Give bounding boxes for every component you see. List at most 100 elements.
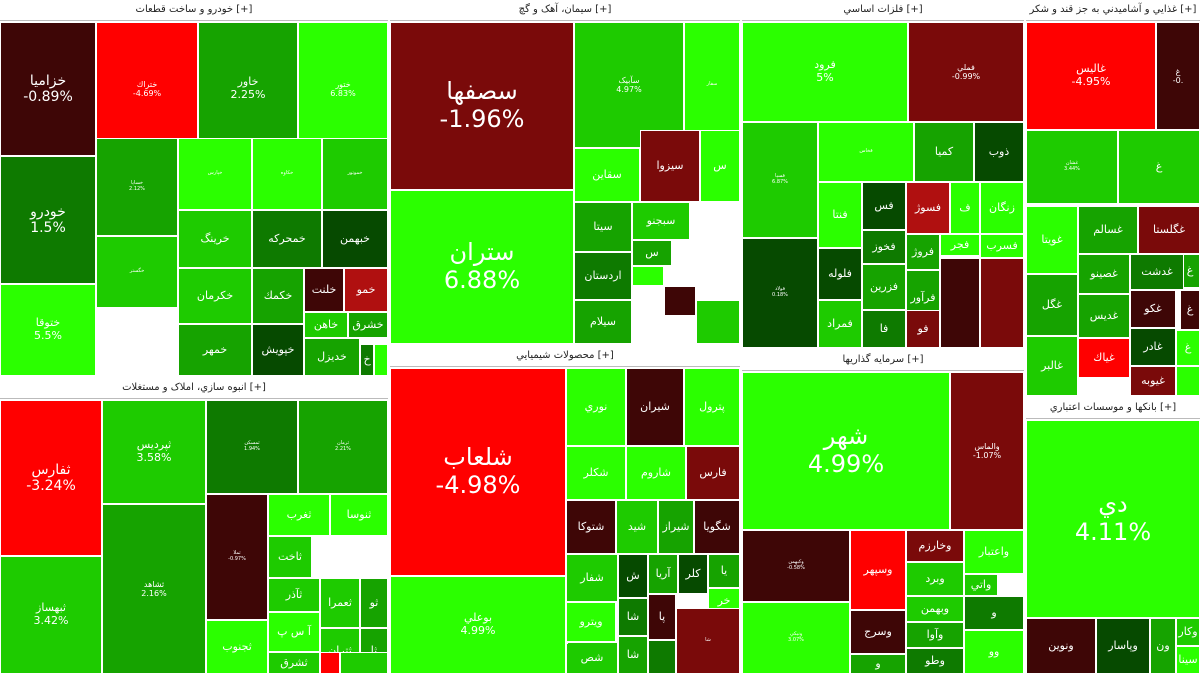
stock-tile[interactable]: فنتا bbox=[818, 182, 862, 248]
stock-tile[interactable] bbox=[340, 652, 388, 674]
stock-tile[interactable]: ثملا -0.97% bbox=[206, 494, 268, 620]
stock-tile[interactable] bbox=[664, 286, 696, 316]
stock-tile[interactable]: سيلام bbox=[574, 300, 632, 344]
stock-tile[interactable]: ونوين bbox=[1026, 618, 1096, 674]
stock-tile[interactable]: خزاميا -0.89% bbox=[0, 22, 96, 156]
stock-tile[interactable]: غشان 3.44% bbox=[1026, 130, 1118, 204]
stock-tile[interactable]: شص bbox=[566, 642, 618, 674]
stock-tile[interactable]: ستران 6.88% bbox=[390, 190, 574, 344]
stock-tile[interactable]: سينا bbox=[1176, 646, 1200, 674]
stock-tile[interactable]: خمحركه bbox=[252, 210, 322, 268]
stock-tile[interactable]: شيراز bbox=[658, 500, 694, 554]
stock-tile[interactable]: خكرمان bbox=[178, 268, 252, 324]
stock-tile[interactable]: فملي -0.99% bbox=[908, 22, 1024, 122]
sector-title[interactable]: انبوه سازي، املاک و مستغلات [+] bbox=[0, 378, 388, 399]
stock-tile[interactable]: سصفها -1.96% bbox=[390, 22, 574, 190]
stock-tile[interactable]: غاليس -4.95% bbox=[1026, 22, 1156, 130]
stock-tile[interactable]: غگل bbox=[1026, 274, 1078, 336]
stock-tile[interactable]: خرينگ bbox=[178, 210, 252, 268]
stock-tile[interactable]: فخاس bbox=[818, 122, 914, 182]
stock-tile[interactable]: ثجنوب bbox=[206, 620, 268, 674]
stock-tile[interactable]: وپاسار bbox=[1096, 618, 1150, 674]
stock-tile[interactable]: سقاين bbox=[574, 148, 640, 202]
stock-tile[interactable]: خاور 2.25% bbox=[198, 22, 298, 156]
stock-tile[interactable]: ختور 6.83% bbox=[298, 22, 388, 156]
stock-tile[interactable]: غسالم bbox=[1078, 206, 1138, 254]
stock-tile[interactable]: والماس -1.07% bbox=[950, 372, 1024, 530]
stock-tile[interactable]: غصينو bbox=[1078, 254, 1130, 294]
stock-tile[interactable]: خساپا 2.12% bbox=[96, 138, 178, 236]
stock-tile[interactable]: غ bbox=[1176, 330, 1200, 366]
stock-tile[interactable]: خپارس bbox=[178, 138, 252, 210]
stock-tile[interactable]: خاهن bbox=[304, 312, 348, 338]
stock-tile[interactable]: ش bbox=[618, 554, 648, 598]
stock-tile[interactable]: خمهر bbox=[178, 324, 252, 376]
stock-tile[interactable]: سيزوا bbox=[640, 130, 700, 202]
stock-tile[interactable]: ثاخت bbox=[268, 536, 312, 578]
stock-tile[interactable]: سبجنو bbox=[632, 202, 690, 240]
stock-tile[interactable]: ثشاهد 2.16% bbox=[102, 504, 206, 674]
sector-title[interactable]: فلزات اساسي [+] bbox=[742, 0, 1024, 21]
stock-tile[interactable]: و bbox=[850, 654, 906, 674]
stock-tile[interactable]: خكاوه bbox=[252, 138, 322, 210]
sector-title[interactable]: غذايي و آشاميدني به جز قند و شکر [+] bbox=[1026, 0, 1200, 21]
stock-tile[interactable]: و bbox=[964, 596, 1024, 630]
stock-tile[interactable]: وكار bbox=[1176, 618, 1200, 646]
stock-tile[interactable]: غ -0. bbox=[1156, 22, 1200, 130]
stock-tile[interactable]: خكمك bbox=[252, 268, 304, 324]
stock-tile[interactable]: ونيكي 3.07% bbox=[742, 602, 850, 674]
stock-tile[interactable]: فسرب bbox=[980, 234, 1024, 258]
stock-tile[interactable] bbox=[320, 652, 340, 674]
stock-tile[interactable]: ثو bbox=[360, 578, 388, 628]
stock-tile[interactable]: غياك bbox=[1078, 338, 1130, 378]
stock-tile[interactable]: خديزل bbox=[304, 338, 360, 376]
stock-tile[interactable]: غدشت bbox=[1130, 254, 1184, 290]
stock-tile[interactable]: فو bbox=[906, 310, 940, 348]
stock-tile[interactable]: كلر bbox=[678, 554, 708, 594]
stock-tile[interactable]: س bbox=[632, 240, 672, 266]
stock-tile[interactable]: غالبر bbox=[1026, 336, 1078, 396]
stock-tile[interactable] bbox=[1176, 366, 1200, 396]
stock-tile[interactable]: سفار bbox=[684, 22, 740, 148]
stock-tile[interactable]: واتي bbox=[964, 574, 998, 596]
stock-tile[interactable]: وآوا bbox=[906, 622, 964, 648]
stock-tile[interactable]: فروژ bbox=[906, 234, 940, 270]
stock-tile[interactable]: غويتا bbox=[1026, 206, 1078, 274]
stock-tile[interactable]: شا bbox=[676, 608, 740, 674]
stock-tile[interactable]: شيران bbox=[626, 368, 684, 446]
stock-tile[interactable]: ثآذر bbox=[268, 578, 320, 612]
stock-tile[interactable] bbox=[696, 300, 740, 344]
stock-tile[interactable]: خبهمن bbox=[322, 210, 388, 268]
stock-tile[interactable]: وو bbox=[964, 630, 1024, 674]
stock-tile[interactable]: پترول bbox=[684, 368, 740, 446]
sector-title[interactable]: محصولات شيميايي [+] bbox=[390, 346, 740, 367]
sector-title[interactable]: سيمان، آهک و گچ [+] bbox=[390, 0, 740, 21]
stock-tile[interactable]: فلوله bbox=[818, 248, 862, 300]
stock-tile[interactable] bbox=[374, 344, 388, 376]
stock-tile[interactable]: فسوژ bbox=[906, 182, 950, 234]
sector-title[interactable]: بانکها و موسسات اعتباري [+] bbox=[1026, 398, 1200, 419]
stock-tile[interactable]: ختراك -4.69% bbox=[96, 22, 198, 156]
stock-tile[interactable]: شهر 4.99% bbox=[742, 372, 950, 530]
sector-title[interactable]: خودرو و ساخت قطعات [+] bbox=[0, 0, 388, 21]
stock-tile[interactable]: فرود 5% bbox=[742, 22, 908, 122]
stock-tile[interactable]: ثنوسا bbox=[330, 494, 388, 536]
stock-tile[interactable]: ذوب bbox=[974, 122, 1024, 182]
stock-tile[interactable]: وخارزم bbox=[906, 530, 964, 562]
stock-tile[interactable]: غگلستا bbox=[1138, 206, 1200, 254]
stock-tile[interactable] bbox=[648, 640, 676, 674]
sector-title[interactable]: سرمايه گذاريها [+] bbox=[742, 350, 1024, 371]
stock-tile[interactable]: شكلر bbox=[566, 446, 626, 500]
stock-tile[interactable]: سآبيک 4.97% bbox=[574, 22, 684, 148]
stock-tile[interactable]: وطو bbox=[906, 648, 964, 674]
stock-tile[interactable]: فولاد 0.18% bbox=[742, 238, 818, 348]
stock-tile[interactable]: دي 4.11% bbox=[1026, 420, 1200, 618]
stock-tile[interactable] bbox=[940, 258, 980, 348]
stock-tile[interactable] bbox=[566, 642, 568, 644]
stock-tile[interactable]: كميا bbox=[914, 122, 974, 182]
stock-tile[interactable]: شاروم bbox=[626, 446, 686, 500]
stock-tile[interactable]: خموتور bbox=[322, 138, 388, 210]
stock-tile[interactable]: يا bbox=[708, 554, 740, 588]
stock-tile[interactable]: خ bbox=[360, 344, 374, 376]
stock-tile[interactable]: وبرد bbox=[906, 562, 964, 596]
